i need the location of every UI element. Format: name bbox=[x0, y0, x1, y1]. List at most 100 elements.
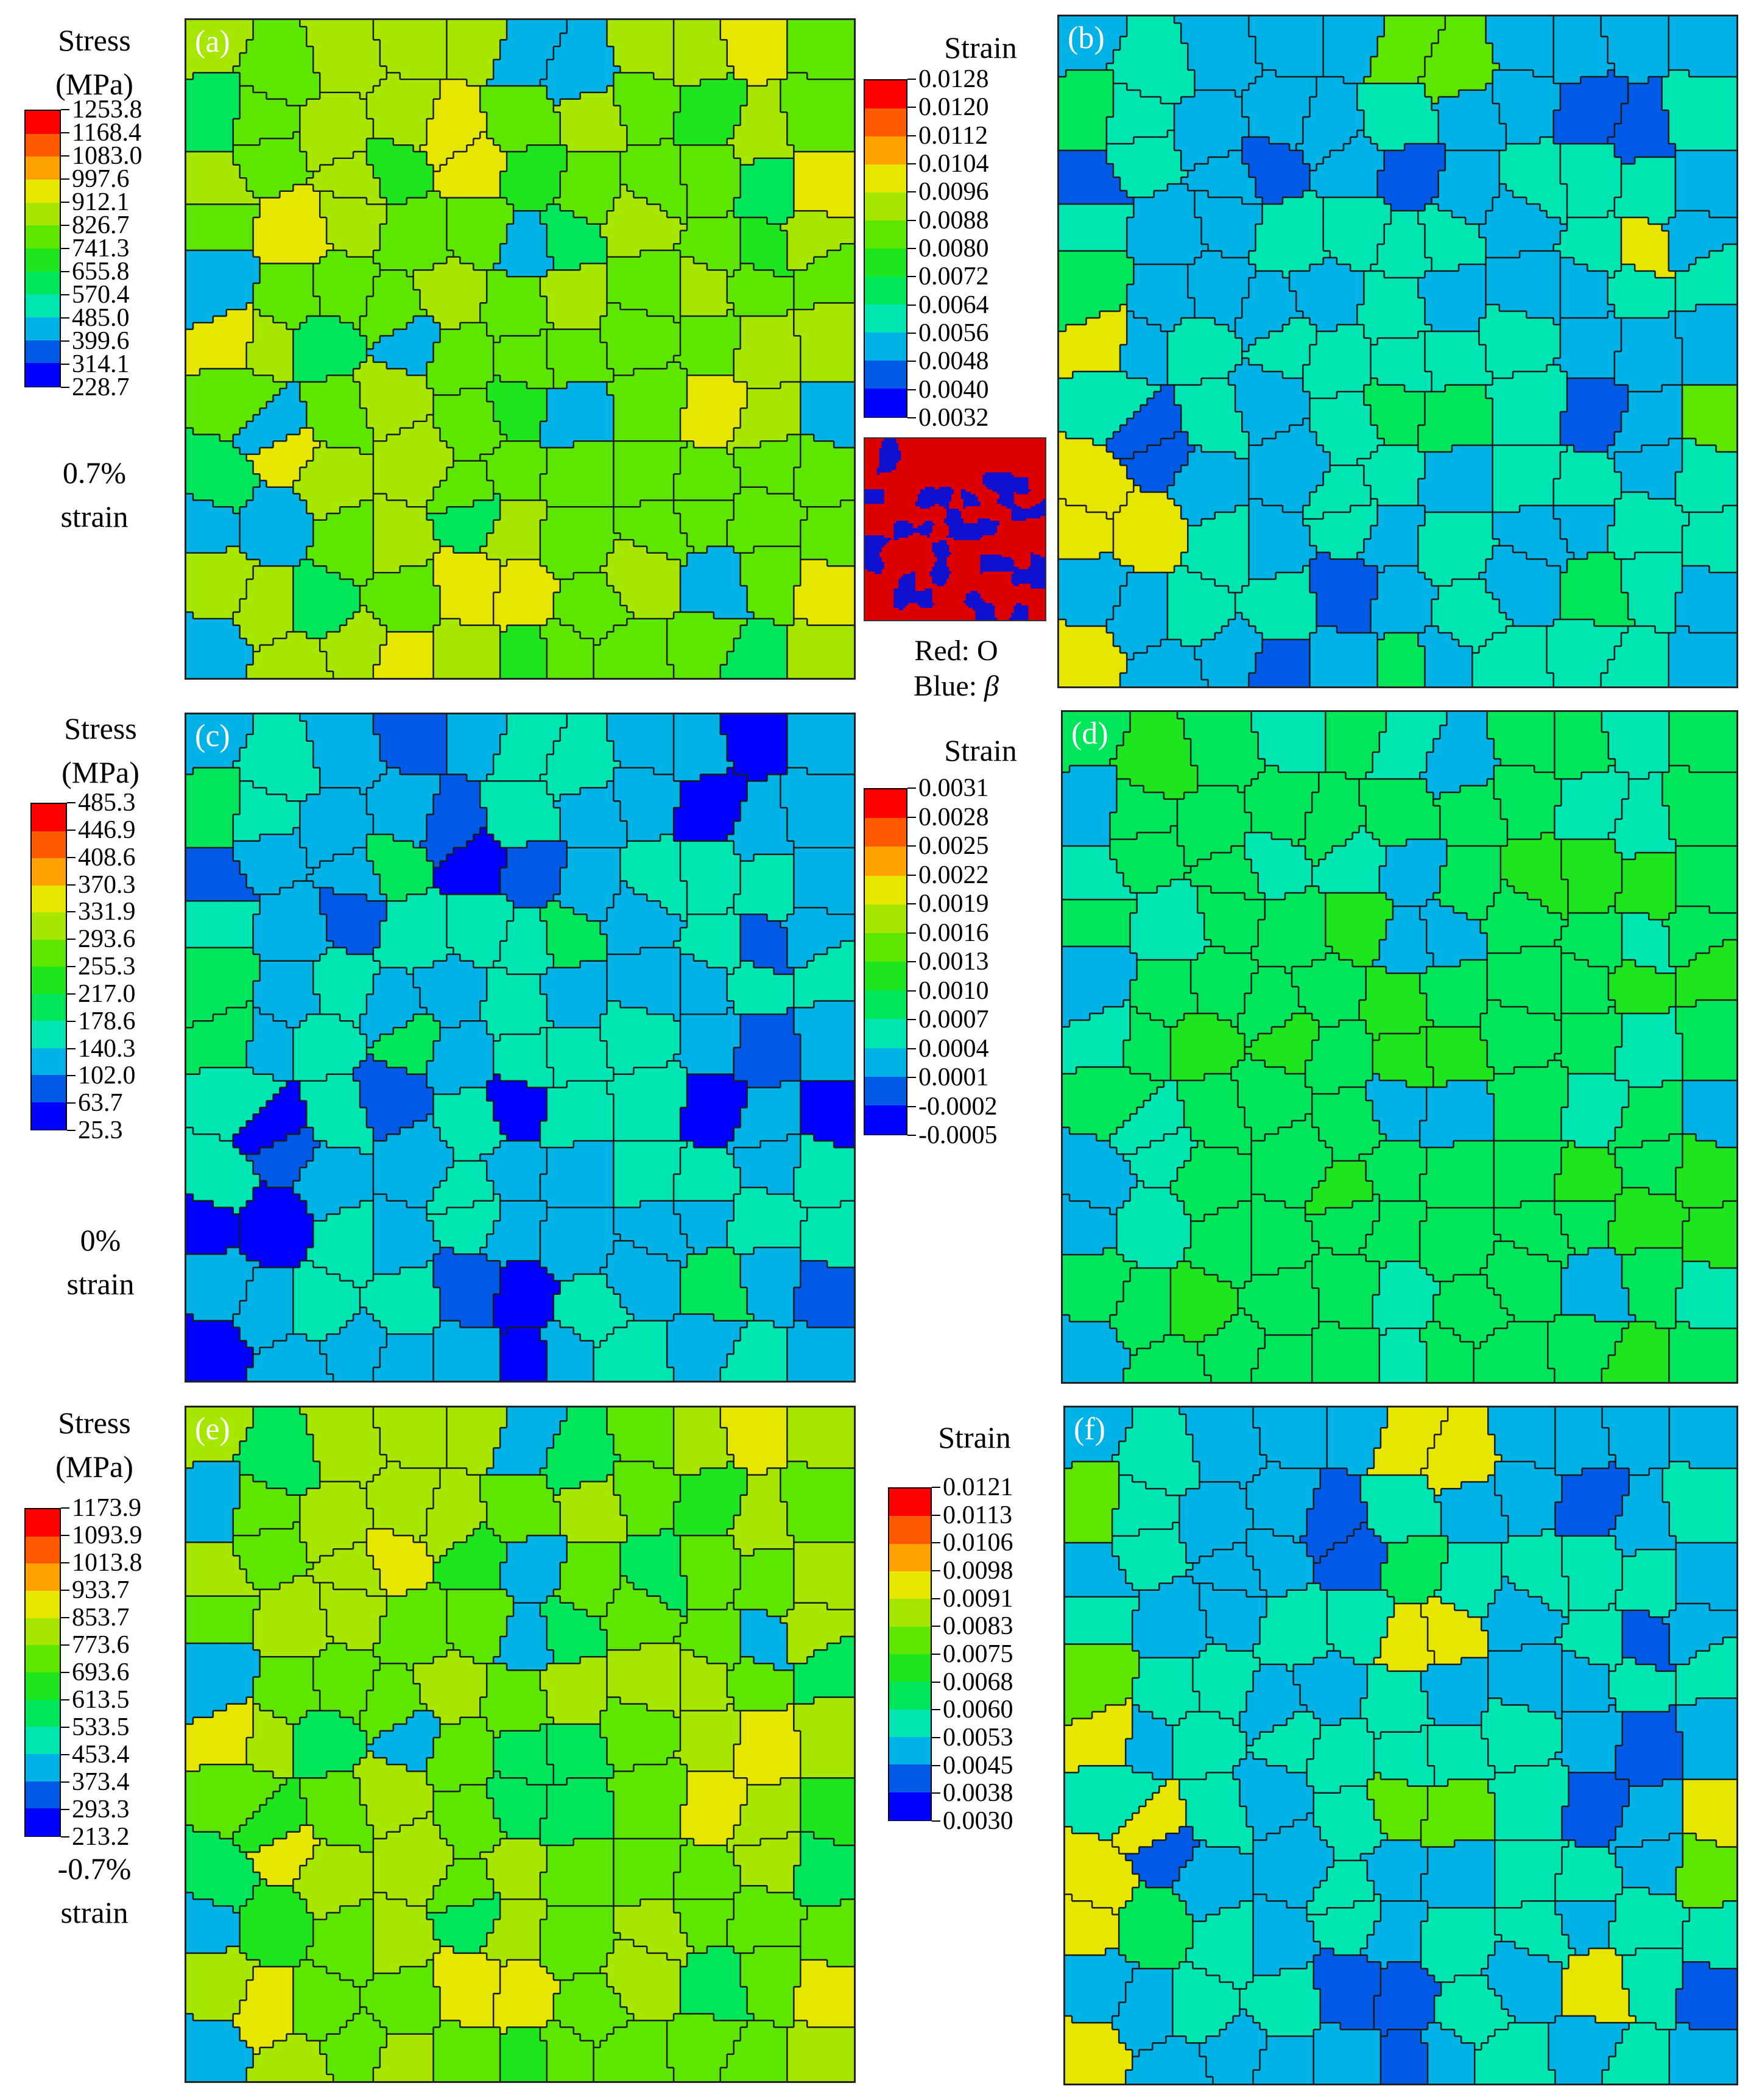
grain-region bbox=[186, 664, 248, 672]
grain-boundaries bbox=[186, 20, 854, 678]
grain-region bbox=[740, 874, 795, 883]
grain-region bbox=[420, 840, 468, 849]
grain-region bbox=[293, 336, 368, 344]
grain-region bbox=[787, 309, 795, 317]
grain-region bbox=[186, 415, 255, 423]
grain-region bbox=[313, 533, 375, 541]
grain-region bbox=[192, 322, 255, 331]
grain-region bbox=[239, 526, 314, 535]
grain-region bbox=[560, 191, 622, 199]
grain-region bbox=[373, 20, 448, 28]
grain-region bbox=[493, 448, 548, 456]
grain-region bbox=[246, 552, 308, 561]
phase-grain bbox=[1028, 504, 1036, 507]
grain-region bbox=[546, 1101, 615, 1109]
grain-region bbox=[1682, 432, 1736, 440]
legend-tick-label: 0.0030 bbox=[943, 1807, 1013, 1835]
grain-region bbox=[1309, 110, 1365, 118]
grain-region bbox=[607, 382, 688, 390]
grain-region bbox=[313, 1234, 375, 1242]
phase-grain bbox=[865, 586, 883, 589]
grain-region bbox=[1059, 472, 1128, 480]
grain-region bbox=[560, 138, 629, 146]
grain-region bbox=[1567, 184, 1622, 192]
grain-region bbox=[1485, 640, 1548, 647]
grain-region bbox=[379, 774, 442, 783]
phase-grain bbox=[932, 542, 947, 546]
grain-region bbox=[280, 887, 321, 896]
grain-region bbox=[300, 125, 375, 133]
legend-swatch bbox=[889, 1489, 931, 1517]
phase-grain bbox=[1028, 552, 1031, 555]
phase-grain bbox=[865, 593, 883, 596]
grain-region bbox=[433, 401, 495, 409]
grain-region bbox=[680, 1261, 688, 1269]
grain-region bbox=[740, 467, 795, 475]
grain-region bbox=[1560, 593, 1629, 601]
phase-grain bbox=[884, 489, 901, 492]
grain-region bbox=[1377, 666, 1426, 674]
grain-region bbox=[1059, 680, 1121, 686]
grain-region bbox=[727, 448, 735, 456]
phase-grain bbox=[865, 455, 880, 459]
phase-grain bbox=[963, 532, 981, 536]
grain-region bbox=[186, 152, 234, 160]
phase-grain bbox=[884, 506, 899, 509]
phase-grain bbox=[980, 443, 998, 446]
grain-region bbox=[1560, 586, 1622, 594]
grain-region bbox=[306, 178, 381, 186]
grain-region bbox=[794, 907, 828, 915]
grain-region bbox=[1520, 251, 1562, 259]
grain-region bbox=[1682, 358, 1736, 366]
grain-region bbox=[1621, 164, 1677, 172]
phase-grain bbox=[951, 474, 969, 478]
grain-region bbox=[313, 1154, 375, 1162]
grain-region bbox=[460, 322, 488, 331]
phase-grain bbox=[915, 571, 926, 575]
phase-grain bbox=[932, 591, 949, 594]
grain-region bbox=[613, 1094, 688, 1102]
grain-region bbox=[747, 1094, 802, 1102]
grain-region bbox=[293, 579, 354, 587]
grain-region bbox=[259, 1261, 301, 1269]
grain-region bbox=[733, 1067, 802, 1076]
grain-region bbox=[613, 747, 675, 756]
grain-region bbox=[1127, 30, 1182, 38]
grain-region bbox=[433, 671, 501, 678]
legend-tick bbox=[61, 202, 69, 203]
legend-tick bbox=[67, 1130, 76, 1131]
legend-tick bbox=[61, 1699, 69, 1700]
grain-region bbox=[500, 1214, 548, 1222]
phase-grain bbox=[949, 532, 964, 536]
grain-region bbox=[1059, 137, 1108, 145]
grain-region bbox=[780, 794, 854, 802]
key-red-text: Red: O bbox=[914, 635, 998, 667]
grain-region bbox=[359, 329, 395, 337]
grain-region bbox=[246, 1294, 295, 1302]
legend-tick-label: 912.1 bbox=[72, 188, 130, 216]
grain-region bbox=[1194, 70, 1264, 78]
grain-region bbox=[1249, 485, 1318, 493]
grain-region bbox=[680, 573, 742, 580]
grain-region bbox=[727, 46, 789, 54]
grain-region bbox=[613, 467, 682, 475]
grain-region bbox=[740, 1327, 789, 1336]
grain-region bbox=[366, 1048, 435, 1055]
grain-region bbox=[186, 86, 241, 94]
grain-region bbox=[386, 197, 408, 206]
phase-grain bbox=[960, 455, 981, 459]
grain-region bbox=[747, 788, 782, 795]
grain-region bbox=[794, 861, 854, 869]
grain-region bbox=[733, 1347, 789, 1355]
grain-region bbox=[1255, 43, 1325, 51]
grain-region bbox=[1377, 506, 1426, 513]
grain-region bbox=[540, 1227, 615, 1235]
phase-grain bbox=[980, 489, 993, 492]
grain-region bbox=[733, 368, 802, 376]
phase-grain bbox=[978, 530, 998, 534]
grain-region bbox=[667, 907, 688, 915]
grain-region bbox=[780, 774, 854, 783]
phase-grain bbox=[917, 526, 932, 529]
grain-region bbox=[753, 546, 802, 554]
grain-region bbox=[727, 1227, 802, 1235]
